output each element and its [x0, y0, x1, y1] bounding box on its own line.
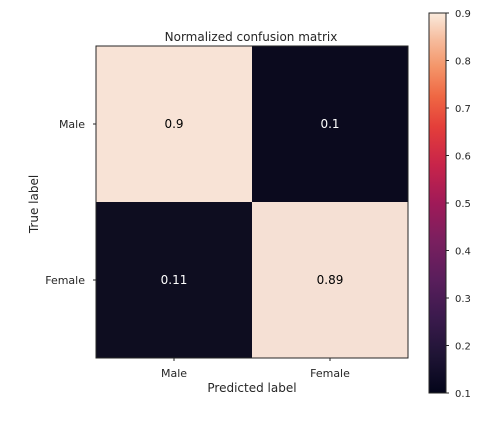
colorbar-tick-label-6: 0.7	[455, 104, 471, 115]
colorbar-tick-label-2: 0.3	[455, 294, 471, 305]
colorbar-tick-label-0: 0.1	[455, 389, 471, 400]
heatmap-cell-1-0	[96, 202, 252, 358]
heatmap-cells: 0.9 0.1 0.11 0.89	[96, 46, 408, 358]
colorbar-tick-labels: 0.1 0.2 0.3 0.4 0.5 0.6 0.7 0.8 0.9	[446, 9, 471, 400]
heatmap-cell-1-1	[252, 202, 408, 358]
y-axis-label: True label	[27, 175, 41, 234]
colorbar-tick-label-5: 0.6	[455, 152, 471, 163]
cell-value-1-0: 0.11	[161, 273, 188, 287]
chart-title: Normalized confusion matrix	[165, 30, 338, 44]
cell-value-0-1: 0.1	[320, 117, 339, 131]
plot-frame	[95, 45, 409, 359]
heatmap-cell-0-1	[252, 46, 408, 202]
cell-value-1-1: 0.89	[317, 273, 344, 287]
x-axis-label: Predicted label	[207, 381, 296, 395]
x-tick-label-1: Female	[310, 367, 350, 380]
heatmap-cell-0-0	[96, 46, 252, 202]
y-tick-label-0: Male	[59, 118, 85, 131]
y-tick-labels: Male Female	[45, 118, 96, 287]
colorbar	[429, 13, 446, 393]
colorbar-tick-label-7: 0.8	[455, 57, 471, 68]
x-tick-labels: Male Female	[161, 358, 350, 380]
colorbar-tick-label-4: 0.5	[455, 199, 471, 210]
cell-value-0-0: 0.9	[164, 117, 183, 131]
colorbar-tick-label-1: 0.2	[455, 342, 471, 353]
x-tick-label-0: Male	[161, 367, 187, 380]
y-tick-label-1: Female	[45, 274, 85, 287]
colorbar-tick-label-8: 0.9	[455, 9, 471, 20]
colorbar-tick-label-3: 0.4	[455, 247, 471, 258]
